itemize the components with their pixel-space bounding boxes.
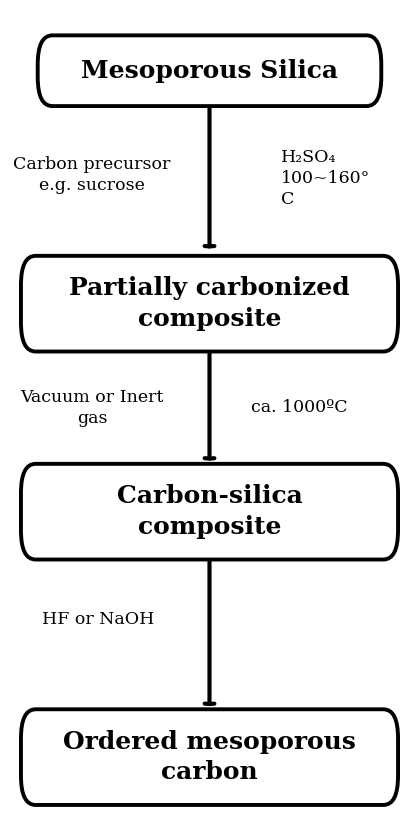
Text: H₂SO₄
100~160°
C: H₂SO₄ 100~160° C xyxy=(281,150,370,208)
Text: Carbon-silica
composite: Carbon-silica composite xyxy=(116,484,303,539)
Text: Mesoporous Silica: Mesoporous Silica xyxy=(81,59,338,82)
FancyBboxPatch shape xyxy=(38,35,381,106)
FancyBboxPatch shape xyxy=(21,709,398,805)
FancyBboxPatch shape xyxy=(21,256,398,351)
Text: HF or NaOH: HF or NaOH xyxy=(42,612,154,628)
FancyBboxPatch shape xyxy=(21,463,398,559)
Text: Ordered mesoporous
carbon: Ordered mesoporous carbon xyxy=(63,730,356,785)
Text: Carbon precursor
e.g. sucrose: Carbon precursor e.g. sucrose xyxy=(13,156,171,194)
Text: Partially carbonized
composite: Partially carbonized composite xyxy=(69,276,350,331)
Text: Vacuum or Inert
gas: Vacuum or Inert gas xyxy=(21,389,164,427)
Text: ca. 1000ºC: ca. 1000ºC xyxy=(251,399,348,416)
